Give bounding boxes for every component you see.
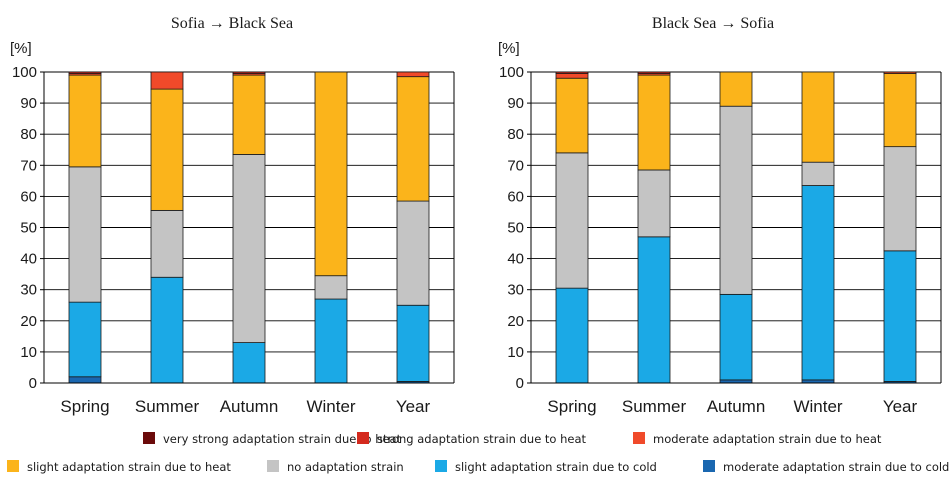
- chart-black-sea-to-sofia: Black Sea → Sofia [%] 0 10 20 30 40 50 60 70 80 9…: [498, 15, 942, 416]
- x-category-label: Summer: [135, 397, 200, 416]
- y-tick-label: 90: [20, 95, 37, 112]
- legend-swatch-no-strain: [267, 460, 279, 472]
- y-tick-label: 0: [516, 375, 524, 392]
- legend-swatch-very-strong-heat: [143, 432, 155, 444]
- bar-segment-slight-cold-winter: [801, 185, 835, 381]
- legend-swatch-moderate-cold: [703, 460, 715, 472]
- bar-segment-slight-cold-autumn: [719, 293, 753, 381]
- bar-segment-slight-heat-spring: [68, 74, 102, 168]
- bar-segment-no-strain-year: [883, 146, 917, 252]
- y-tick-label: 20: [20, 313, 37, 330]
- bar-segment-slight-cold-winter: [314, 298, 348, 384]
- legend: very strong adaptation strain due to hea…: [7, 432, 949, 474]
- bar-segment-strong-heat-summer: [637, 71, 671, 74]
- bar-segment-slight-heat-year: [883, 73, 917, 148]
- bar-segment-no-strain-autumn: [719, 105, 753, 295]
- x-category-label: Year: [883, 397, 918, 416]
- bar-segment-no-strain-summer: [150, 209, 184, 278]
- y-tick-label: 10: [20, 344, 37, 361]
- y-tick-label: 20: [507, 313, 524, 330]
- y-tick-label: 100: [499, 64, 524, 81]
- x-category-label: Winter: [306, 397, 355, 416]
- bar-segment-slight-cold-summer: [150, 276, 184, 384]
- bar-segment-slight-heat-year: [396, 76, 430, 202]
- bar-segment-slight-heat-summer: [637, 74, 671, 171]
- y-tick-label: 30: [507, 282, 524, 299]
- y-axis-label: [%]: [10, 40, 32, 57]
- y-tick-label: 50: [20, 220, 37, 237]
- legend-label-moderate-heat: moderate adaptation strain due to heat: [653, 432, 882, 446]
- bar-segment-slight-heat-autumn: [232, 74, 266, 155]
- y-tick-label: 40: [507, 251, 524, 268]
- bar-segment-moderate-heat-summer: [150, 71, 184, 90]
- y-tick-label: 80: [20, 126, 37, 143]
- bar-segment-slight-cold-autumn: [232, 342, 266, 384]
- legend-label-strong-heat: strong adaptation strain due to heat: [377, 432, 587, 446]
- chart-title: Black Sea → Sofia: [652, 15, 774, 32]
- bar-segment-no-strain-spring: [68, 166, 102, 303]
- y-tick-label: 60: [20, 188, 37, 205]
- y-axis-label: [%]: [498, 40, 520, 57]
- x-category-label: Spring: [60, 397, 109, 416]
- y-tick-label: 60: [507, 188, 524, 205]
- bar-segment-no-strain-spring: [555, 152, 589, 289]
- legend-swatch-slight-heat: [7, 460, 19, 472]
- x-category-label: Autumn: [220, 397, 279, 416]
- x-category-label: Spring: [547, 397, 596, 416]
- y-tick-label: 30: [20, 282, 37, 299]
- legend-swatch-slight-cold: [435, 460, 447, 472]
- y-tick-label: 10: [507, 344, 524, 361]
- x-category-label: Summer: [622, 397, 687, 416]
- bar-segment-strong-heat-spring: [555, 71, 589, 74]
- bar-segment-strong-heat-autumn: [232, 71, 266, 74]
- bar-segment-slight-heat-winter: [801, 71, 835, 163]
- bar-segment-moderate-cold-spring: [68, 376, 102, 384]
- bar-segment-no-strain-winter: [314, 275, 348, 300]
- y-tick-label: 0: [29, 375, 37, 392]
- chart-sofia-to-black-sea: Sofia → Black Sea [%] 0 10 20 30 40 50 60 70 80 9…: [10, 15, 455, 416]
- bar-segment-moderate-heat-year: [883, 71, 917, 74]
- legend-label-slight-cold: slight adaptation strain due to cold: [455, 460, 657, 474]
- y-tick-label: 40: [20, 251, 37, 268]
- chart-title: Sofia → Black Sea: [171, 15, 293, 32]
- bar-segment-moderate-heat-spring: [555, 73, 589, 79]
- legend-label-moderate-cold: moderate adaptation strain due to cold: [723, 460, 949, 474]
- x-category-label: Autumn: [707, 397, 766, 416]
- legend-label-slight-heat: slight adaptation strain due to heat: [27, 460, 231, 474]
- bar-segment-no-strain-autumn: [232, 154, 266, 343]
- y-tick-label: 50: [507, 220, 524, 237]
- y-tick-label: 70: [20, 157, 37, 174]
- bar-segment-slight-heat-spring: [555, 77, 589, 154]
- legend-label-no-strain: no adaptation strain: [287, 460, 404, 474]
- y-tick-label: 100: [12, 64, 37, 81]
- bar-segment-slight-heat-summer: [150, 88, 184, 211]
- y-tick-label: 70: [507, 157, 524, 174]
- bar-segment-slight-cold-summer: [637, 236, 671, 384]
- y-tick-label: 90: [507, 95, 524, 112]
- bar-segment-slight-cold-spring: [555, 287, 589, 384]
- y-tick-label: 80: [507, 126, 524, 143]
- bar-segment-no-strain-year: [396, 200, 430, 306]
- bar-segment-no-strain-winter: [801, 161, 835, 186]
- x-category-label: Winter: [793, 397, 842, 416]
- legend-swatch-strong-heat: [357, 432, 369, 444]
- bar-segment-slight-cold-year: [883, 250, 917, 382]
- bar-segment-slight-cold-spring: [68, 301, 102, 378]
- bar-segment-no-strain-summer: [637, 169, 671, 238]
- bar-segment-slight-cold-year: [396, 304, 430, 382]
- bar-segment-strong-heat-spring: [68, 71, 102, 74]
- x-category-label: Year: [396, 397, 431, 416]
- bar-segment-moderate-heat-year: [396, 71, 430, 78]
- legend-swatch-moderate-heat: [633, 432, 645, 444]
- bar-segment-slight-heat-winter: [314, 71, 348, 277]
- legend-label-very-strong-heat: very strong adaptation strain due to hea…: [163, 432, 402, 446]
- bar-segment-slight-heat-autumn: [719, 71, 753, 107]
